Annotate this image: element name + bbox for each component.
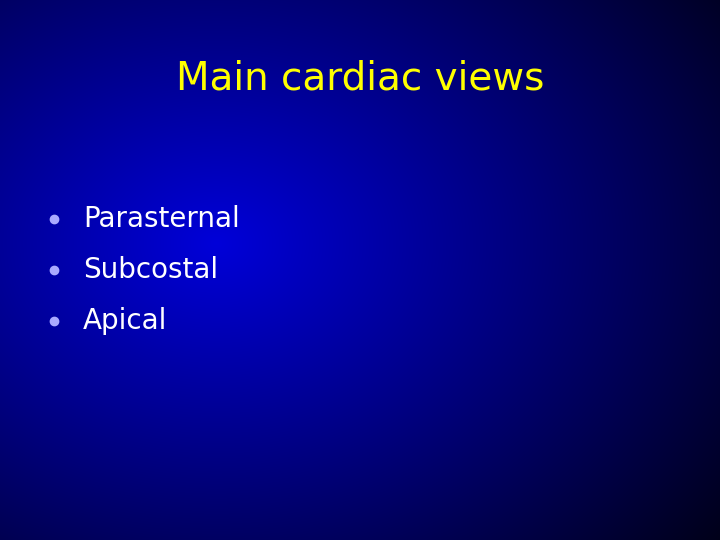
Text: Apical: Apical	[83, 307, 167, 335]
Text: Parasternal: Parasternal	[83, 205, 240, 233]
Text: Subcostal: Subcostal	[83, 256, 218, 284]
Text: Main cardiac views: Main cardiac views	[176, 59, 544, 97]
